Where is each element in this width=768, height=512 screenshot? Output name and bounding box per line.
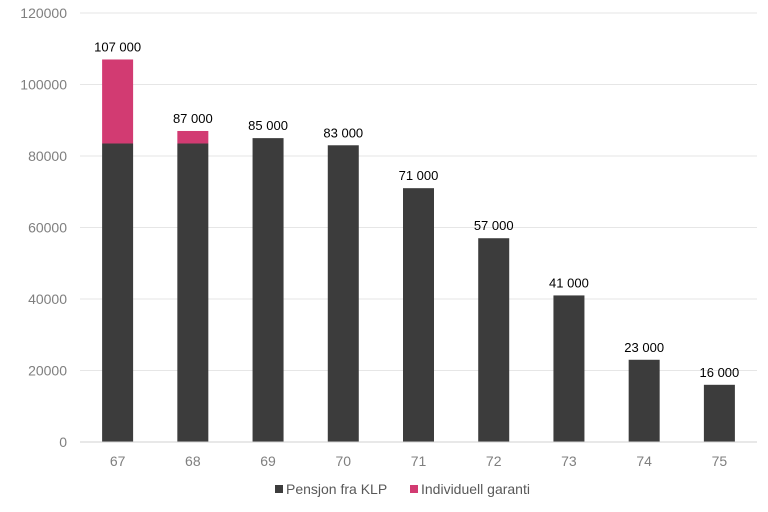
data-labels-layer: 107 000 87 000 85 000 83 000 71 000 57 000 41 … (94, 39, 739, 379)
x-tick-label: 72 (486, 453, 502, 469)
y-tick-label: 20000 (28, 363, 67, 379)
y-tick-label: 100000 (20, 77, 67, 93)
legend-swatch-garanti (410, 485, 418, 493)
x-tick-label: 75 (712, 453, 728, 469)
x-tick-label: 71 (411, 453, 427, 469)
bar-segment-pensjon (478, 238, 510, 442)
bar-data-label: 85 000 (248, 118, 288, 133)
y-tick-label: 120000 (20, 5, 67, 21)
y-tick-label: 0 (59, 434, 67, 450)
bar-segment-pensjon (403, 188, 434, 442)
bar-data-label: 71 000 (399, 168, 439, 183)
x-tick-label: 74 (636, 453, 652, 469)
x-tick-label: 67 (110, 453, 126, 469)
x-tick-label: 70 (335, 453, 351, 469)
bar-segment-pensjon (177, 143, 209, 443)
bar-data-label: 23 000 (624, 340, 664, 355)
bar-data-label: 107 000 (94, 39, 141, 54)
bar-data-label: 57 000 (474, 218, 514, 233)
bar-data-label: 87 000 (173, 111, 213, 126)
y-tick-label: 60000 (28, 220, 67, 236)
bar-segment-garanti (102, 59, 134, 144)
bar-segment-pensjon (703, 384, 735, 442)
legend-label-pensjon: Pensjon fra KLP (286, 481, 387, 497)
bar-data-label: 83 000 (323, 125, 363, 140)
legend-swatch-pensjon (275, 485, 283, 493)
bar-segment-pensjon (102, 143, 134, 443)
bar-segment-pensjon (327, 145, 359, 442)
y-tick-label: 80000 (28, 148, 67, 164)
x-axis: 67 68 69 70 71 72 73 74 75 (80, 441, 757, 469)
bar-segment-pensjon (252, 138, 284, 442)
bars-layer (102, 59, 735, 443)
y-tick-label: 40000 (28, 291, 67, 307)
x-tick-label: 73 (561, 453, 577, 469)
x-tick-label: 69 (260, 453, 276, 469)
bar-data-label: 41 000 (549, 275, 589, 290)
bar-segment-garanti (177, 130, 209, 144)
x-tick-label: 68 (185, 453, 201, 469)
legend-label-garanti: Individuell garanti (421, 481, 530, 497)
bar-segment-pensjon (553, 295, 585, 442)
y-axis: 0 20000 40000 60000 80000 100000 120000 (20, 5, 67, 450)
bar-segment-pensjon (628, 359, 660, 442)
bar-data-label: 16 000 (700, 365, 740, 380)
legend: Pensjon fra KLP Individuell garanti (275, 481, 530, 497)
